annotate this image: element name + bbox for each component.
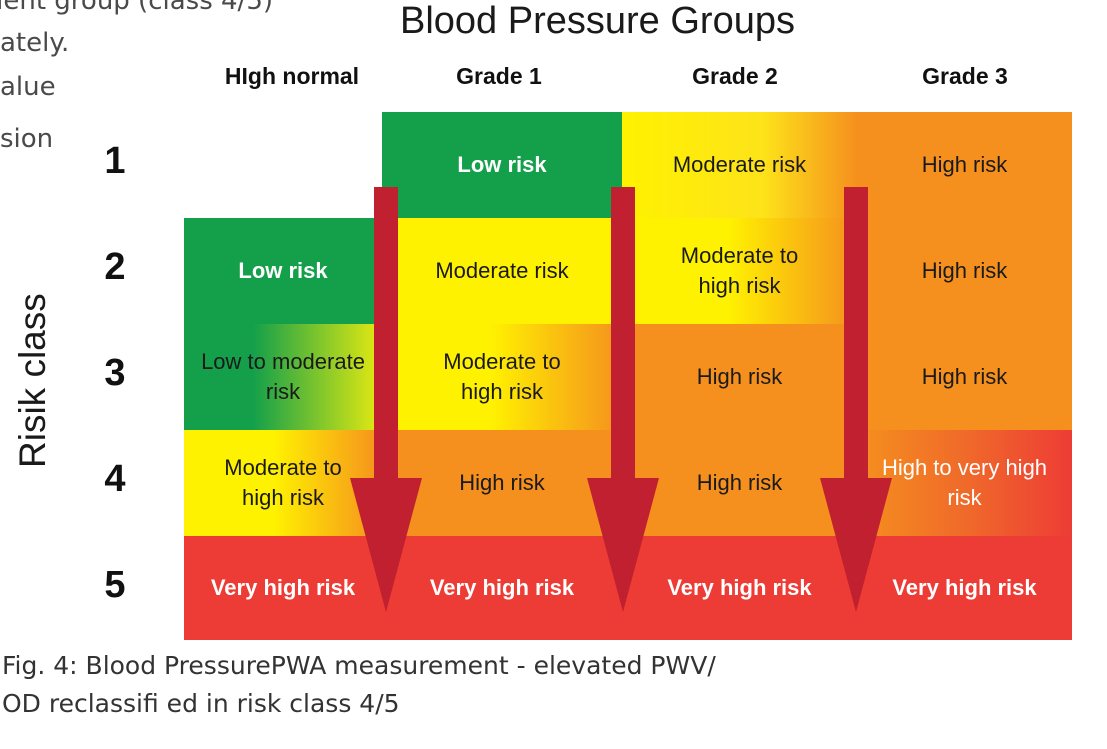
- cell-r2-high-normal: Low risk: [184, 218, 382, 324]
- cell-r2-grade-3: High risk: [857, 218, 1072, 324]
- cell-r2-grade-1: Moderate risk: [382, 218, 622, 324]
- side-text-line-1: atient group (class 4/5): [0, 0, 273, 16]
- cell-r4-grade-1: High risk: [382, 430, 622, 536]
- row-number-5: 5: [104, 564, 126, 606]
- side-text-line-4: sion: [0, 124, 54, 154]
- cell-r2-grade-2: Moderate to high risk: [622, 218, 857, 324]
- row-number-4: 4: [104, 458, 126, 500]
- column-header-grade-3: Grade 3: [922, 63, 1008, 89]
- side-text-line-2: ately.: [0, 28, 70, 58]
- cell-r3-grade-2: High risk: [622, 324, 857, 430]
- cell-r3-grade-3: High risk: [857, 324, 1072, 430]
- cell-r4-high-normal: Moderate to high risk: [184, 430, 382, 536]
- cell-r1-grade-2: Moderate risk: [622, 112, 857, 218]
- cell-r4-grade-3: High to very high risk: [857, 430, 1072, 536]
- cell-r1-grade-1: Low risk: [382, 112, 622, 218]
- cell-r5-grade-3: Very high risk: [857, 536, 1072, 640]
- row-number-1: 1: [104, 140, 126, 182]
- cell-r5-grade-1: Very high risk: [382, 536, 622, 640]
- cell-r1-grade-3: High risk: [857, 112, 1072, 218]
- row-number-3: 3: [104, 352, 126, 394]
- cell-r5-grade-2: Very high risk: [622, 536, 857, 640]
- cell-r3-high-normal: Low to moderate risk: [184, 324, 382, 430]
- y-axis-label: Risik class: [12, 293, 53, 468]
- column-header-grade-1: Grade 1: [456, 63, 542, 89]
- column-header-grade-2: Grade 2: [692, 63, 778, 89]
- cell-r4-grade-2: High risk: [622, 430, 857, 536]
- side-text-line-3: alue: [0, 72, 56, 102]
- column-header-high-normal: HIgh normal: [224, 63, 360, 89]
- cell-r3-grade-1: Moderate to high risk: [382, 324, 622, 430]
- chart-title: Blood Pressure Groups: [400, 0, 795, 42]
- figure-caption-line-1: Fig. 4: Blood PressurePWA measurement - …: [2, 651, 716, 680]
- figure-caption-line-2: OD reclassifi ed in risk class 4/5: [2, 689, 400, 718]
- cell-r5-high-normal: Very high risk: [184, 536, 382, 640]
- row-number-2: 2: [104, 246, 126, 288]
